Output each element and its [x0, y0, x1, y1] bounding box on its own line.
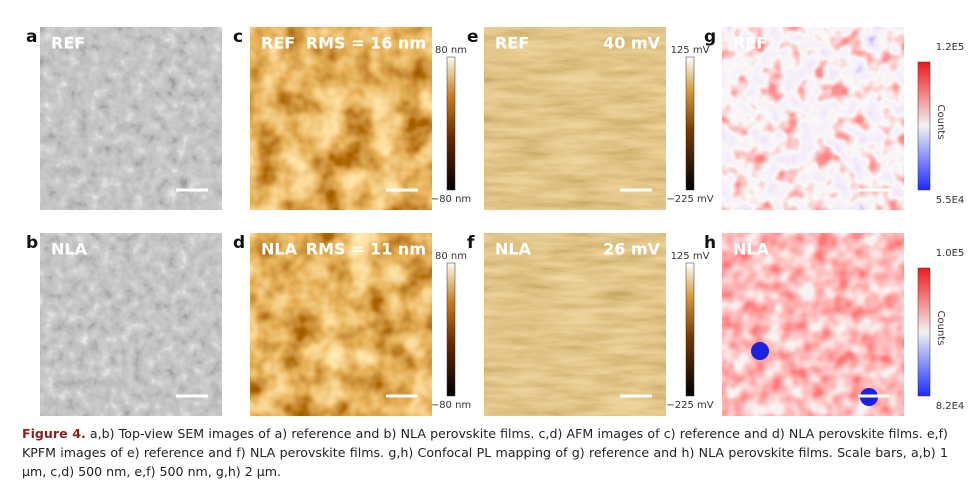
panel-label: NLA: [733, 240, 770, 259]
panel-letter: e: [467, 27, 479, 47]
figure: a REF b NLA c REF RMS = 16 nm 80 nm −80 nm d NLA RM…: [26, 27, 965, 416]
colorbar-min: 8.2E4: [936, 401, 965, 412]
colorbar-max: 125 mV: [671, 45, 710, 56]
panel-label: REF: [51, 34, 85, 53]
panel-label: NLA: [261, 240, 298, 259]
panel-letter: h: [704, 233, 716, 253]
colorbar-title: Counts: [935, 311, 946, 346]
micrograph: [722, 27, 904, 210]
colorbar: [685, 262, 695, 397]
caption: Figure 4. a,b) Top-view SEM images of a)…: [22, 424, 948, 481]
colorbar-max: 1.2E5: [936, 42, 965, 53]
caption-label: Figure 4.: [22, 426, 86, 441]
caption-text: a,b) Top-view SEM images of a) reference…: [22, 426, 948, 479]
panel-letter: d: [233, 233, 245, 253]
panel-label: NLA: [51, 240, 88, 259]
micrograph: [484, 27, 666, 210]
colorbar-min: −80 nm: [431, 194, 471, 205]
panel-label: REF: [495, 34, 529, 53]
panel-note: 26 mV: [603, 240, 661, 259]
colorbar: [685, 56, 695, 191]
panel-letter: c: [233, 27, 243, 47]
micrograph: [484, 233, 666, 416]
colorbar-max: 1.0E5: [936, 248, 965, 259]
colorbar: [446, 56, 456, 191]
colorbar: [446, 262, 456, 397]
panel-letter: b: [26, 233, 38, 253]
panel-label: REF: [733, 34, 767, 53]
colorbar-min: −225 mV: [666, 400, 713, 411]
panel-note: RMS = 16 nm: [306, 34, 426, 53]
pl-spot: [751, 342, 769, 360]
panel-letter: f: [467, 233, 475, 253]
panel-label: REF: [261, 34, 295, 53]
colorbar-max: 125 mV: [671, 251, 710, 262]
colorbar-max: 80 nm: [435, 45, 467, 56]
micrograph: [250, 27, 432, 210]
panel-note: RMS = 11 nm: [306, 240, 426, 259]
colorbar-title: Counts: [935, 105, 946, 140]
micrograph: [250, 233, 432, 416]
panel-note: 40 mV: [603, 34, 661, 53]
colorbar-min: −225 mV: [666, 194, 713, 205]
colorbar-min: −80 nm: [431, 400, 471, 411]
panel-letter: g: [704, 27, 716, 47]
micrograph: [722, 233, 904, 416]
panel-letter: a: [26, 27, 37, 47]
colorbar-max: 80 nm: [435, 251, 467, 262]
micrograph: [40, 233, 222, 416]
colorbar-min: 5.5E4: [936, 195, 965, 206]
panel-label: NLA: [495, 240, 532, 259]
colorbar: [917, 61, 931, 191]
micrograph: [40, 27, 222, 210]
colorbar: [917, 267, 931, 397]
